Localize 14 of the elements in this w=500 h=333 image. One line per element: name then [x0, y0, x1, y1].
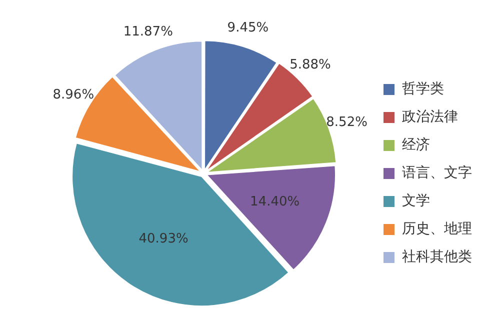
legend-label: 历史、地理	[402, 221, 472, 238]
legend-label: 社科其他类	[402, 249, 472, 266]
legend-label: 语言、文字	[402, 165, 472, 182]
legend-label: 政治法律	[402, 109, 458, 126]
data-label: 5.88%	[290, 58, 331, 73]
legend-label: 经济	[402, 137, 430, 154]
legend-label: 哲学类	[402, 81, 444, 98]
data-label: 8.52%	[326, 115, 368, 130]
data-label: 40.93%	[138, 231, 188, 246]
legend-label: 文学	[402, 193, 430, 210]
data-label: 9.45%	[227, 20, 269, 36]
data-label: 14.40%	[250, 194, 300, 210]
data-label: 11.87%	[123, 24, 173, 40]
data-label: 8.96%	[52, 87, 94, 102]
